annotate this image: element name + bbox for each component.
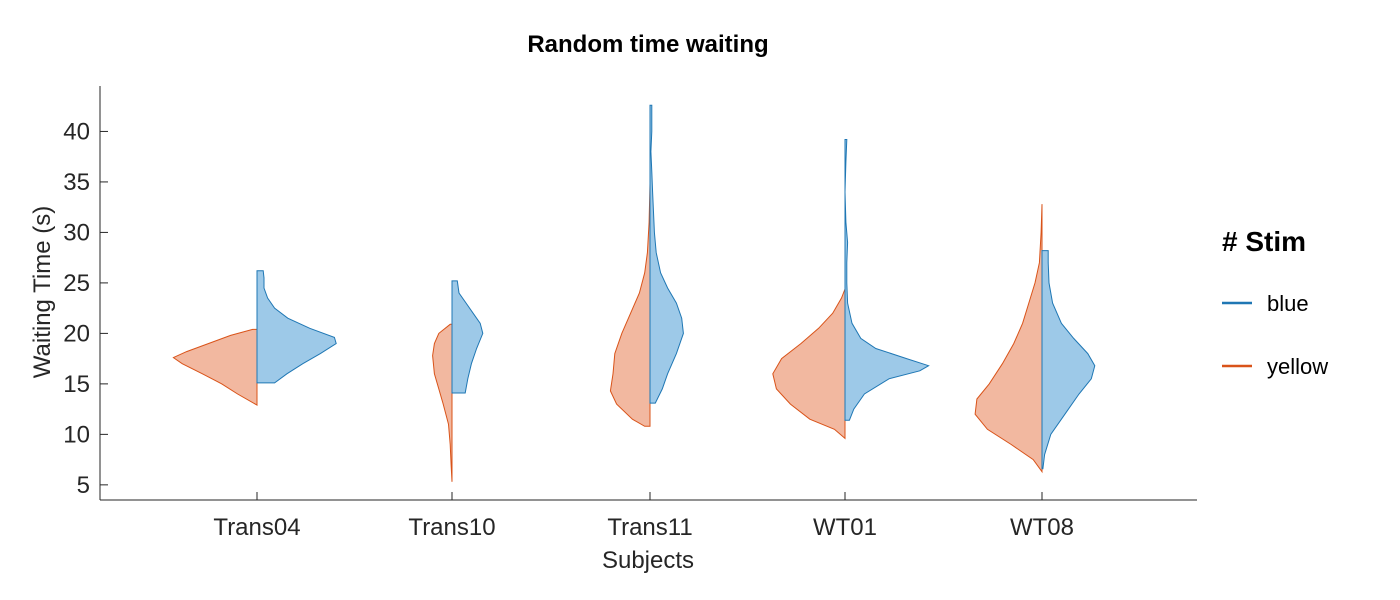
y-tick-label: 15 — [63, 371, 90, 398]
x-tick-label: Trans04 — [213, 514, 300, 541]
y-tick-label: 30 — [63, 219, 90, 246]
x-tick-label: Trans11 — [607, 514, 692, 541]
violin-yellow-trans04 — [172, 328, 258, 406]
legend-entries: blue yellow — [1222, 291, 1328, 379]
y-tick-label: 10 — [63, 421, 90, 448]
violin-blue-wt01 — [844, 139, 930, 421]
violin-blue-wt08 — [1041, 250, 1096, 470]
violin-yellow-wt08 — [974, 204, 1043, 474]
violin-yellow-trans10 — [432, 323, 453, 482]
violin-blue-trans04 — [256, 270, 337, 384]
violin-blue-trans10 — [451, 280, 484, 394]
violin-blue-trans11 — [649, 104, 684, 404]
legend: # Stim blue yellow — [1222, 226, 1328, 379]
y-tick-label: 20 — [63, 320, 90, 347]
legend-title: # Stim — [1222, 226, 1306, 257]
x-axis-label: Subjects — [602, 547, 694, 574]
legend-label-yellow: yellow — [1267, 354, 1328, 379]
x-tick-label: Trans10 — [408, 514, 495, 541]
violin-group — [172, 104, 1096, 482]
x-tick-label: WT01 — [813, 514, 877, 541]
violin-yellow-trans11 — [609, 183, 651, 427]
y-tick-label: 40 — [63, 118, 90, 145]
y-tick-label: 5 — [77, 472, 90, 499]
chart-title: Random time waiting — [527, 31, 768, 58]
y-tick-label: 25 — [63, 270, 90, 297]
x-tick-label: WT08 — [1010, 514, 1074, 541]
y-tick-label: 35 — [63, 169, 90, 196]
legend-label-blue: blue — [1267, 291, 1309, 316]
y-axis-label: Waiting Time (s) — [29, 206, 56, 378]
axes: 5 10 15 20 25 30 35 40 Trans04 Trans10 Trans11 WT01… — [63, 86, 1197, 541]
violin-yellow-wt01 — [772, 288, 846, 440]
